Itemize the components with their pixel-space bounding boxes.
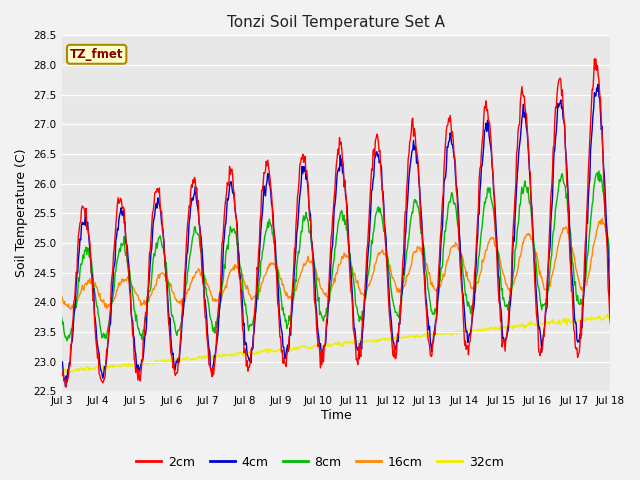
Line: 32cm: 32cm	[61, 314, 611, 374]
2cm	[63, 384, 70, 390]
2cm	[591, 56, 598, 62]
16cm	[180, 299, 188, 304]
4cm	[595, 81, 602, 87]
32cm	[68, 368, 76, 374]
2cm	[58, 369, 65, 375]
32cm	[58, 367, 65, 372]
Line: 4cm: 4cm	[61, 84, 611, 386]
4cm	[420, 247, 428, 253]
16cm	[58, 293, 65, 299]
16cm	[68, 305, 76, 311]
8cm	[63, 338, 71, 344]
Title: Tonzi Soil Temperature Set A: Tonzi Soil Temperature Set A	[227, 15, 445, 30]
8cm	[68, 328, 76, 334]
Line: 2cm: 2cm	[61, 59, 611, 387]
8cm	[210, 329, 218, 335]
8cm	[125, 270, 132, 276]
4cm	[125, 262, 132, 268]
8cm	[58, 314, 65, 320]
4cm	[68, 338, 76, 344]
16cm	[404, 273, 412, 279]
4cm	[180, 292, 188, 298]
16cm	[607, 253, 614, 259]
16cm	[125, 277, 132, 283]
32cm	[604, 312, 611, 317]
Line: 16cm: 16cm	[61, 218, 611, 310]
Legend: 2cm, 4cm, 8cm, 16cm, 32cm: 2cm, 4cm, 8cm, 16cm, 32cm	[131, 451, 509, 474]
Y-axis label: Soil Temperature (C): Soil Temperature (C)	[15, 149, 28, 277]
16cm	[598, 216, 606, 221]
4cm	[404, 201, 412, 207]
32cm	[59, 371, 67, 377]
32cm	[404, 334, 412, 339]
X-axis label: Time: Time	[321, 409, 351, 422]
4cm	[607, 312, 614, 317]
16cm	[210, 296, 218, 302]
8cm	[404, 246, 412, 252]
2cm	[68, 323, 76, 329]
4cm	[58, 359, 65, 365]
4cm	[210, 361, 218, 367]
16cm	[67, 307, 75, 312]
8cm	[420, 242, 428, 248]
2cm	[420, 264, 428, 270]
8cm	[595, 168, 603, 174]
2cm	[210, 372, 218, 378]
32cm	[180, 357, 188, 362]
32cm	[420, 332, 428, 338]
4cm	[61, 384, 69, 389]
Line: 8cm: 8cm	[61, 171, 611, 341]
32cm	[125, 362, 132, 368]
16cm	[420, 251, 428, 256]
8cm	[180, 293, 188, 299]
2cm	[607, 321, 614, 326]
2cm	[404, 176, 412, 181]
2cm	[125, 273, 132, 278]
8cm	[607, 271, 614, 276]
2cm	[180, 274, 188, 280]
Text: TZ_fmet: TZ_fmet	[70, 48, 124, 61]
32cm	[607, 315, 614, 321]
32cm	[210, 353, 218, 359]
